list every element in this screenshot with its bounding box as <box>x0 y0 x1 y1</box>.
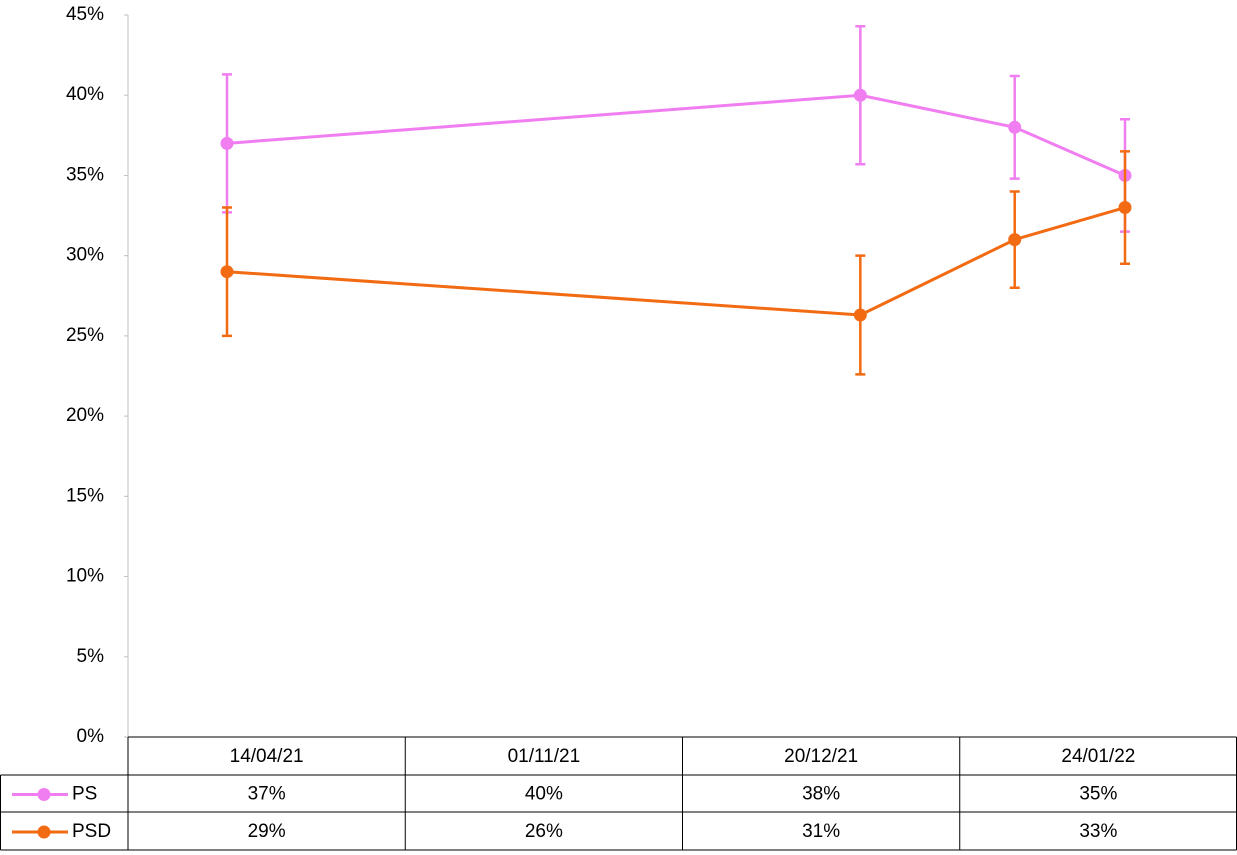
y-tick-label: 40% <box>66 84 104 105</box>
table-value: 33% <box>1079 821 1117 842</box>
marker <box>220 265 234 279</box>
x-tick-label: 01/11/21 <box>508 746 581 767</box>
marker <box>1118 201 1132 215</box>
table-value: 37% <box>248 784 286 805</box>
marker <box>1008 120 1022 134</box>
series-line <box>226 93 1126 177</box>
y-tick-label: 45% <box>66 4 104 25</box>
marker <box>853 88 867 102</box>
y-tick-label: 35% <box>66 164 104 185</box>
y-tick-label: 25% <box>66 325 104 346</box>
y-tick-label: 0% <box>77 726 105 747</box>
table-value: 40% <box>525 784 563 805</box>
x-tick-label: 20/12/21 <box>784 746 858 767</box>
marker <box>853 308 867 322</box>
table-value: 26% <box>525 821 563 842</box>
legend-marker <box>37 825 51 839</box>
table-value: 38% <box>802 784 840 805</box>
legend-label: PSD <box>72 821 111 842</box>
y-tick-label: 5% <box>77 646 105 667</box>
marker <box>1008 233 1022 247</box>
table-value: 35% <box>1079 784 1117 805</box>
marker <box>220 136 234 150</box>
y-tick-label: 10% <box>66 566 104 587</box>
legend-label: PS <box>72 784 97 805</box>
y-tick-label: 20% <box>66 405 104 426</box>
x-tick-label: 24/01/22 <box>1061 746 1135 767</box>
table-value: 31% <box>802 821 840 842</box>
series-line <box>226 206 1126 317</box>
y-tick-label: 30% <box>66 245 104 266</box>
y-tick-label: 15% <box>66 485 104 506</box>
x-tick-label: 14/04/21 <box>230 746 304 767</box>
legend-marker <box>37 788 51 801</box>
table-value: 29% <box>248 821 286 842</box>
